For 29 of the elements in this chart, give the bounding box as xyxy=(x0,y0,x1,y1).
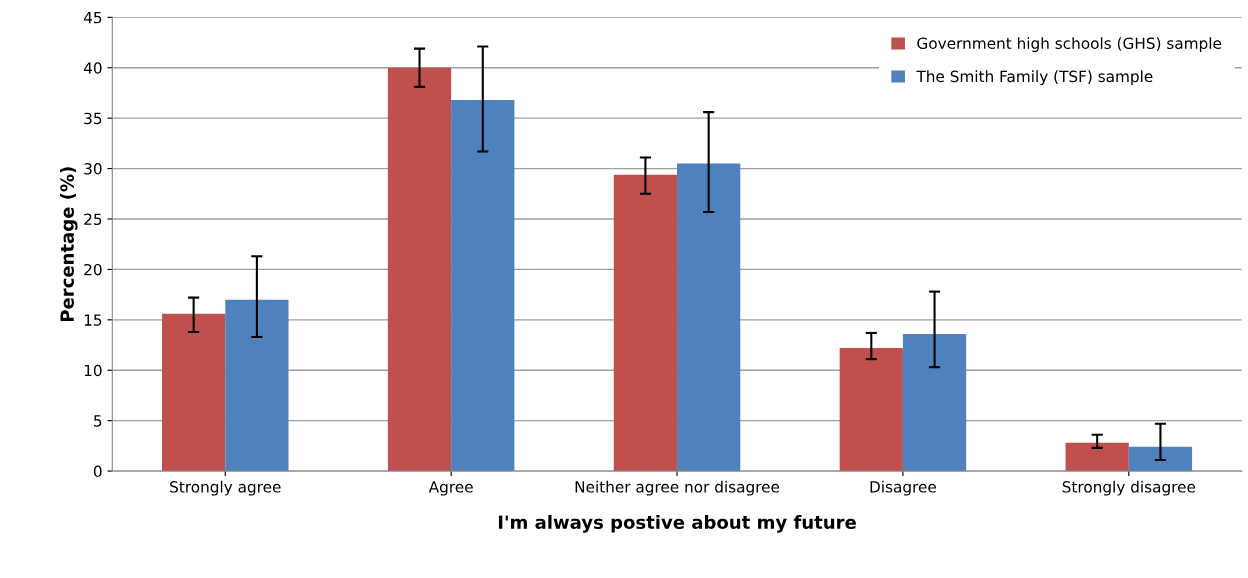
bar xyxy=(387,67,452,472)
x-tick-label: Strongly agree xyxy=(170,480,281,496)
y-axis-title: Percentage (%) xyxy=(60,167,78,322)
bar xyxy=(839,348,903,472)
x-tick-label: Neither agree nor disagree xyxy=(575,480,780,496)
y-tick-label: 10 xyxy=(84,364,102,377)
y-tick-label: 45 xyxy=(83,12,102,24)
y-tick-label: 40 xyxy=(83,62,102,74)
bar xyxy=(1065,442,1129,472)
y-tick-label: 15 xyxy=(84,314,102,326)
bar xyxy=(902,333,967,472)
bar xyxy=(1128,446,1193,472)
bar xyxy=(225,299,289,472)
y-tick-label: 35 xyxy=(84,112,102,125)
bar xyxy=(162,313,226,472)
legend-label: Government high schools (GHS) sample xyxy=(917,37,1222,52)
x-axis-title: I'm always postive about my future xyxy=(498,515,856,533)
y-tick-label: 5 xyxy=(94,415,102,427)
y-tick-label: 30 xyxy=(84,163,102,175)
bar xyxy=(451,100,515,472)
x-tick-label: Disagree xyxy=(870,480,936,496)
x-tick-label: Agree xyxy=(428,481,473,496)
legend-label: The Smith Family (TSF) sample xyxy=(916,70,1153,86)
y-tick-label: 20 xyxy=(84,263,102,276)
x-tick-label: Strongly disagree xyxy=(1062,480,1196,496)
bar xyxy=(613,174,678,472)
y-tick-label: 25 xyxy=(84,213,102,226)
bar xyxy=(677,163,741,472)
y-tick-label: 0 xyxy=(93,465,102,478)
